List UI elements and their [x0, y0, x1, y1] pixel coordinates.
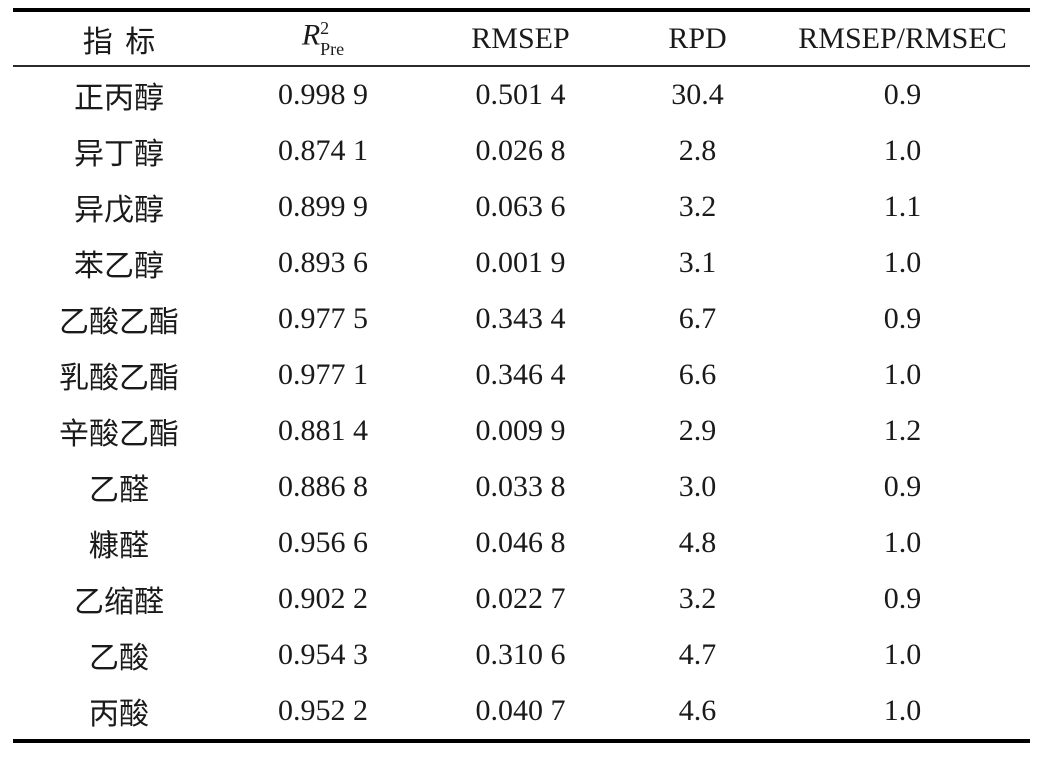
cell-rmsep: 0.009 9	[475, 414, 566, 447]
cell-rmsep: 0.346 4	[475, 358, 566, 391]
cell-indicator: 糠醛	[89, 530, 149, 563]
cell-indicator: 苯乙醇	[74, 250, 164, 283]
cell-rmsep: 0.001 9	[475, 246, 566, 279]
cell-rmsep-rmsec-ratio: 0.9	[883, 582, 922, 615]
table-row: 乳酸乙酯 0.977 1 0.346 4 6.6 1.0	[13, 347, 1030, 403]
cell-rmsep: 0.033 8	[475, 470, 566, 503]
cell-r2pre: 0.874 1	[278, 134, 368, 167]
cell-rmsep: 0.310 6	[475, 638, 566, 671]
col-header-rmsep-rmsec-ratio: RMSEP/RMSEC	[775, 10, 1030, 67]
cell-r2pre: 0.998 9	[278, 78, 368, 111]
col-header-rmsep: RMSEP	[421, 10, 620, 67]
cell-rpd: 4.7	[678, 638, 717, 671]
r2-superscript: 2	[320, 17, 330, 38]
cell-rmsep: 0.343 4	[475, 302, 566, 335]
cell-rmsep: 0.040 7	[475, 694, 566, 727]
cell-rmsep-rmsec-ratio: 0.9	[883, 470, 922, 503]
cell-r2pre: 0.977 1	[278, 358, 368, 391]
cell-rmsep-rmsec-ratio: 1.0	[883, 694, 922, 727]
indicator-header-label: 指标	[82, 25, 168, 59]
cell-r2pre: 0.899 9	[278, 190, 368, 223]
table-row: 糠醛 0.956 6 0.046 8 4.8 1.0	[13, 515, 1030, 571]
cell-rpd: 3.0	[678, 470, 717, 503]
r2-base-symbol: R	[301, 18, 321, 52]
col-header-rpd: RPD	[620, 10, 775, 67]
table-header: 指标 R 2 Pre RMSEP RPD RMSEP/RMSEC	[13, 10, 1030, 67]
cell-rmsep: 0.026 8	[475, 134, 566, 167]
table-row: 乙缩醛 0.902 2 0.022 7 3.2 0.9	[13, 571, 1030, 627]
cell-indicator: 辛酸乙酯	[59, 418, 179, 451]
col-header-r2pre: R 2 Pre	[225, 10, 421, 67]
cell-rmsep-rmsec-ratio: 1.1	[883, 190, 922, 223]
cell-rpd: 3.1	[678, 246, 717, 279]
cell-rpd: 30.4	[671, 78, 724, 111]
table-row: 正丙醇 0.998 9 0.501 4 30.4 0.9	[13, 66, 1030, 123]
cell-r2pre: 0.956 6	[278, 526, 368, 559]
cell-r2pre: 0.886 8	[278, 470, 368, 503]
cell-rmsep-rmsec-ratio: 1.0	[883, 638, 922, 671]
table-row: 乙酸 0.954 3 0.310 6 4.7 1.0	[13, 627, 1030, 683]
cell-rpd: 3.2	[678, 190, 717, 223]
table-row: 异丁醇 0.874 1 0.026 8 2.8 1.0	[13, 123, 1030, 179]
cell-rpd: 2.8	[678, 134, 717, 167]
cell-rmsep-rmsec-ratio: 1.0	[883, 134, 922, 167]
table-row: 乙醛 0.886 8 0.033 8 3.0 0.9	[13, 459, 1030, 515]
cell-rmsep-rmsec-ratio: 1.0	[883, 526, 922, 559]
cell-r2pre: 0.893 6	[278, 246, 368, 279]
cell-indicator: 乙酸	[89, 642, 149, 675]
cell-r2pre: 0.881 4	[278, 414, 368, 447]
metrics-table: 指标 R 2 Pre RMSEP RPD RMSEP/RMSEC 正丙醇 0.998…	[13, 8, 1030, 743]
cell-rmsep: 0.046 8	[475, 526, 566, 559]
cell-rmsep-rmsec-ratio: 1.2	[883, 414, 922, 447]
r2-supsub-stack: 2 Pre	[320, 18, 344, 59]
table-row: 异戊醇 0.899 9 0.063 6 3.2 1.1	[13, 179, 1030, 235]
table-row: 乙酸乙酯 0.977 5 0.343 4 6.7 0.9	[13, 291, 1030, 347]
cell-indicator: 乙酸乙酯	[59, 306, 179, 339]
cell-indicator: 乙缩醛	[74, 586, 164, 619]
cell-indicator: 正丙醇	[74, 82, 164, 115]
cell-r2pre: 0.954 3	[278, 638, 368, 671]
cell-rmsep: 0.022 7	[475, 582, 566, 615]
cell-rpd: 2.9	[678, 414, 717, 447]
cell-rpd: 6.7	[678, 302, 717, 335]
cell-rmsep-rmsec-ratio: 0.9	[883, 302, 922, 335]
cell-rmsep: 0.063 6	[475, 190, 566, 223]
cell-rmsep: 0.501 4	[475, 78, 566, 111]
cell-indicator: 异戊醇	[74, 194, 164, 227]
cell-rmsep-rmsec-ratio: 1.0	[883, 358, 922, 391]
table-row: 丙酸 0.952 2 0.040 7 4.6 1.0	[13, 683, 1030, 741]
table-row: 辛酸乙酯 0.881 4 0.009 9 2.9 1.2	[13, 403, 1030, 459]
cell-rpd: 4.8	[678, 526, 717, 559]
cell-r2pre: 0.952 2	[278, 694, 368, 727]
cell-rpd: 3.2	[678, 582, 717, 615]
cell-indicator: 乙醛	[89, 474, 149, 507]
cell-rpd: 6.6	[678, 358, 717, 391]
cell-r2pre: 0.977 5	[278, 302, 368, 335]
r2-subscript: Pre	[320, 38, 345, 59]
cell-r2pre: 0.902 2	[278, 582, 368, 615]
header-row: 指标 R 2 Pre RMSEP RPD RMSEP/RMSEC	[13, 10, 1030, 67]
table-row: 苯乙醇 0.893 6 0.001 9 3.1 1.0	[13, 235, 1030, 291]
cell-indicator: 异丁醇	[74, 138, 164, 171]
cell-indicator: 丙酸	[89, 698, 149, 731]
table-body: 正丙醇 0.998 9 0.501 4 30.4 0.9 异丁醇 0.874 1…	[13, 66, 1030, 741]
col-header-indicator: 指标	[13, 10, 225, 67]
cell-indicator: 乳酸乙酯	[59, 362, 179, 395]
cell-rmsep-rmsec-ratio: 0.9	[883, 78, 922, 111]
cell-rpd: 4.6	[678, 694, 717, 727]
cell-rmsep-rmsec-ratio: 1.0	[883, 246, 922, 279]
